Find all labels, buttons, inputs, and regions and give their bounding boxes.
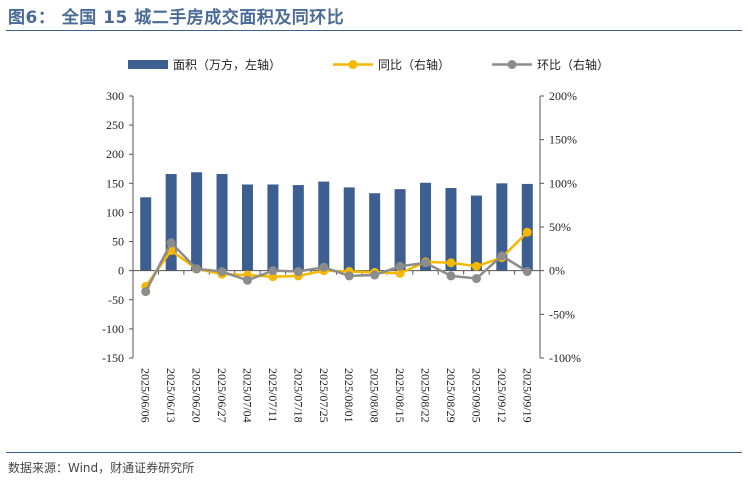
area-bar <box>165 174 177 271</box>
area-bar <box>216 174 228 271</box>
mom-point <box>344 271 354 281</box>
left-axis-tick-label: -50 <box>108 293 124 307</box>
mom-point <box>522 267 532 277</box>
left-axis-tick-label: 100 <box>106 205 124 219</box>
x-axis-category-label: 2025/06/06 <box>139 368 153 423</box>
left-axis-tick-label: 150 <box>106 176 124 190</box>
area-bar <box>343 187 355 271</box>
source-note: 数据来源：Wind，财通证券研究所 <box>8 461 195 475</box>
x-axis-category-label: 2025/08/22 <box>419 368 433 423</box>
left-axis-tick-label: 250 <box>106 118 124 132</box>
mom-point <box>217 267 227 277</box>
x-axis-category-label: 2025/06/27 <box>215 368 229 423</box>
left-axis-tick-label: 300 <box>106 89 124 103</box>
right-axis-tick-label: 50% <box>549 220 571 234</box>
x-axis-category-label: 2025/06/13 <box>164 368 178 423</box>
area-bar <box>191 172 203 271</box>
right-axis-tick-label: 0% <box>549 264 565 278</box>
legend-label-mom: 环比（右轴） <box>537 57 609 72</box>
mom-point <box>471 274 481 284</box>
right-axis-tick-label: -100% <box>549 351 581 365</box>
legend-swatch-mom-marker <box>507 60 517 69</box>
legend-swatch-yoy-marker <box>348 60 358 69</box>
mom-point <box>319 262 329 272</box>
area-bar <box>140 197 152 271</box>
x-axis-category-label: 2025/07/25 <box>317 368 331 423</box>
figure-title: 图6： 全国 15 城二手房成交面积及同环比 <box>8 8 345 28</box>
mom-point <box>166 238 176 248</box>
x-axis-category-label: 2025/06/20 <box>190 368 204 423</box>
yoy-point <box>395 268 405 278</box>
yoy-point <box>522 227 532 237</box>
area-bar <box>445 187 457 271</box>
mom-point <box>141 287 151 297</box>
x-axis-category-label: 2025/09/12 <box>495 368 509 423</box>
mom-point <box>497 251 507 261</box>
yoy-point <box>471 261 481 271</box>
legend-swatch-area <box>128 60 168 69</box>
area-bar <box>470 195 482 271</box>
x-axis-category-label: 2025/08/15 <box>393 368 407 423</box>
x-axis-category-label: 2025/08/08 <box>368 368 382 423</box>
area-bar <box>521 183 533 271</box>
mom-point <box>293 267 303 277</box>
left-axis-tick-label: 0 <box>118 264 124 278</box>
legend-label-area: 面积（万方，左轴） <box>173 57 281 72</box>
mom-line <box>144 241 528 293</box>
area-bar <box>292 185 304 271</box>
mom-point <box>370 270 380 280</box>
area-bar <box>496 183 508 271</box>
right-axis-tick-label: -50% <box>549 307 575 321</box>
right-axis-tick-label: 200% <box>549 89 577 103</box>
left-axis-tick-label: 50 <box>112 235 124 249</box>
mom-point <box>446 271 456 281</box>
yoy-point <box>446 258 456 268</box>
area-bar <box>267 184 279 271</box>
area-bar <box>241 184 253 271</box>
area-bar <box>394 189 406 271</box>
left-axis-tick-label: -100 <box>102 322 124 336</box>
mom-point <box>395 261 405 271</box>
left-axis-tick-label: -150 <box>102 351 124 365</box>
right-axis-tick-label: 100% <box>549 176 577 190</box>
x-axis-category-label: 2025/07/04 <box>240 368 254 423</box>
mom-point <box>421 258 431 268</box>
x-axis-category-label: 2025/07/18 <box>291 368 305 423</box>
area-bar <box>420 182 432 271</box>
mom-point <box>242 275 252 285</box>
x-axis-category-label: 2025/09/05 <box>469 368 483 423</box>
source-rule <box>6 452 742 453</box>
mom-point <box>268 266 278 276</box>
x-axis-category-label: 2025/08/29 <box>444 368 458 423</box>
x-axis-category-label: 2025/09/19 <box>520 368 534 423</box>
x-axis-category-label: 2025/08/01 <box>342 368 356 423</box>
right-axis-tick-label: 150% <box>549 133 577 147</box>
area-bar <box>369 193 381 271</box>
mom-point <box>192 264 202 274</box>
left-axis-tick-label: 200 <box>106 147 124 161</box>
legend-label-yoy: 同比（右轴） <box>378 57 450 72</box>
x-axis-category-label: 2025/07/11 <box>266 368 280 422</box>
area-bar <box>318 181 330 271</box>
title-rule <box>6 30 742 31</box>
